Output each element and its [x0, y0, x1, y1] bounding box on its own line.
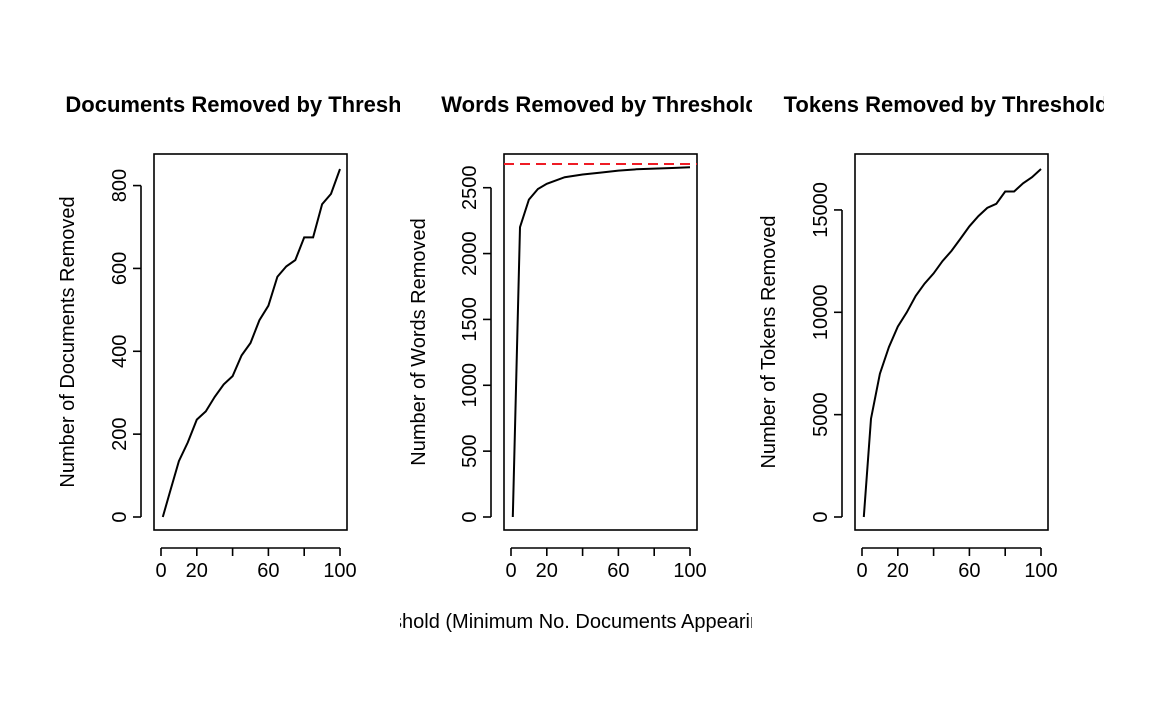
- y-axis-label-documents: Number of Documents Removed: [57, 196, 79, 487]
- series-line-tokens: [862, 168, 1042, 518]
- x-tick-label: 100: [673, 560, 706, 582]
- x-tick-label: 60: [958, 560, 980, 582]
- y-tick-label: 500: [459, 434, 481, 467]
- y-tick-label: 800: [109, 169, 131, 202]
- y-tick-label: 5000: [810, 392, 832, 437]
- x-tick-label: 0: [155, 560, 166, 582]
- y-tick-label: 0: [109, 511, 131, 522]
- y-tick-label: 2500: [459, 165, 481, 210]
- x-tick-label: 100: [1024, 560, 1057, 582]
- panel-documents: Documents Removed by Threshold Number of…: [57, 92, 434, 582]
- y-axis-label-tokens: Number of Tokens Removed: [758, 215, 780, 468]
- x-tick-label: 20: [186, 560, 208, 582]
- chart-title-words: Words Removed by Threshold: [441, 92, 758, 117]
- x-tick-label: 60: [257, 560, 279, 582]
- y-tick-label: 10000: [810, 284, 832, 340]
- plot-frame-documents: [153, 153, 348, 531]
- chart-title-tokens: Tokens Removed by Threshold: [784, 92, 1109, 117]
- x-tick-label: 20: [536, 560, 558, 582]
- series-line-words: [511, 166, 691, 518]
- x-axis-label-shared: Threshold (Minimum No. Documents Appeari…: [351, 611, 801, 633]
- x-axis-words: 0 20 60 100: [505, 547, 707, 582]
- x-tick-label: 0: [856, 560, 867, 582]
- y-axis-documents: 0 200 400 600 800: [109, 169, 142, 523]
- plot-frame-words: [503, 153, 698, 531]
- chart-title-documents: Documents Removed by Threshold: [65, 92, 434, 117]
- y-axis-words: 0 500 1000 1500 2000 2500: [459, 165, 492, 523]
- x-axis-tokens: 0 20 60 100: [856, 547, 1058, 582]
- x-axis-documents: 0 20 60 100: [155, 547, 357, 582]
- y-axis-tokens: 0 5000 10000 15000: [810, 182, 843, 523]
- x-tick-label: 0: [505, 560, 516, 582]
- series-line-documents: [161, 168, 341, 518]
- x-tick-label: 100: [323, 560, 356, 582]
- plot-frame-tokens: [854, 153, 1049, 531]
- y-tick-label: 200: [109, 417, 131, 450]
- y-tick-label: 2000: [459, 231, 481, 276]
- x-tick-label: 20: [887, 560, 909, 582]
- y-tick-label: 15000: [810, 182, 832, 238]
- y-tick-label: 0: [459, 511, 481, 522]
- panel-words: Words Removed by Threshold Number of Wor…: [351, 92, 801, 633]
- y-axis-label-words: Number of Words Removed: [408, 218, 430, 466]
- x-tick-label: 60: [607, 560, 629, 582]
- panel-tokens: Tokens Removed by Threshold Number of To…: [758, 92, 1109, 582]
- y-tick-label: 400: [109, 335, 131, 368]
- y-tick-label: 0: [810, 511, 832, 522]
- y-tick-label: 600: [109, 252, 131, 285]
- y-tick-label: 1000: [459, 363, 481, 408]
- y-tick-label: 1500: [459, 297, 481, 342]
